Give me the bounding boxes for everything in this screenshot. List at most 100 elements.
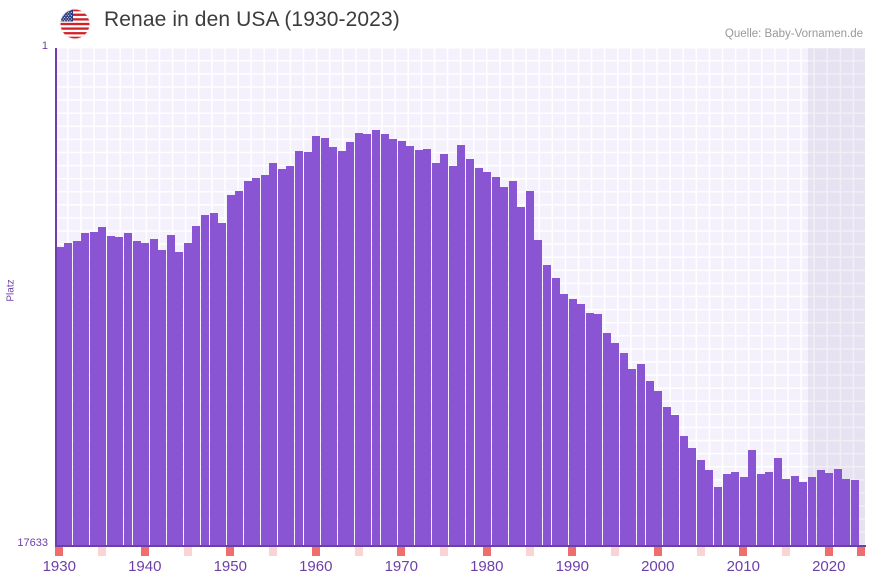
bar-1946[interactable] (192, 225, 201, 546)
bar-1969[interactable] (389, 139, 398, 546)
bar-1984[interactable] (517, 207, 526, 546)
bar-2014[interactable] (773, 457, 782, 546)
bar-1959[interactable] (303, 151, 312, 546)
x-minor-tick-2005 (696, 547, 705, 556)
bar-2011[interactable] (748, 450, 757, 546)
bar-2008[interactable] (722, 474, 731, 546)
bar-1951[interactable] (235, 190, 244, 546)
bar-1941[interactable] (149, 238, 158, 546)
bar-1945[interactable] (183, 242, 192, 546)
bar-1980[interactable] (483, 172, 492, 546)
bar-2010[interactable] (739, 477, 748, 546)
bar-1977[interactable] (457, 144, 466, 546)
bar-1962[interactable] (329, 146, 338, 546)
bar-2018[interactable] (808, 477, 816, 546)
bar-1949[interactable] (218, 222, 227, 546)
bar-1954[interactable] (260, 175, 269, 546)
bar-1938[interactable] (124, 233, 132, 546)
bar-1975[interactable] (440, 153, 449, 546)
y-axis-line (55, 48, 57, 547)
bar-1953[interactable] (252, 178, 261, 546)
bar-1947[interactable] (200, 214, 209, 546)
bar-1971[interactable] (406, 146, 415, 546)
bar-1993[interactable] (594, 314, 603, 546)
bar-1944[interactable] (175, 252, 184, 546)
bar-2001[interactable] (662, 406, 671, 546)
bar-1995[interactable] (611, 343, 620, 546)
bar-1958[interactable] (295, 151, 303, 546)
bar-2016[interactable] (790, 475, 799, 546)
bar-1994[interactable] (602, 333, 611, 546)
bar-2012[interactable] (756, 474, 765, 546)
bar-2006[interactable] (705, 470, 714, 546)
bar-1991[interactable] (577, 303, 586, 546)
bar-1986[interactable] (534, 240, 543, 546)
bar-1948[interactable] (209, 213, 218, 546)
bar-1996[interactable] (619, 353, 628, 546)
bar-1992[interactable] (585, 313, 594, 546)
bar-1978[interactable] (466, 158, 474, 546)
bar-1964[interactable] (346, 141, 355, 546)
bar-1955[interactable] (269, 162, 278, 546)
bar-1930[interactable] (55, 247, 64, 546)
bar-2021[interactable] (833, 468, 842, 546)
bar-1997[interactable] (628, 368, 637, 546)
bar-1982[interactable] (500, 187, 509, 546)
bar-2004[interactable] (688, 447, 697, 546)
bar-1983[interactable] (508, 180, 517, 546)
bar-1974[interactable] (431, 162, 440, 546)
bar-1972[interactable] (414, 149, 423, 546)
bar-1968[interactable] (380, 133, 389, 546)
bar-2003[interactable] (679, 436, 688, 546)
bar-1961[interactable] (320, 137, 329, 546)
bar-1970[interactable] (397, 141, 406, 546)
bar-1987[interactable] (542, 265, 551, 546)
bar-1976[interactable] (448, 166, 457, 546)
bar-2007[interactable] (713, 487, 722, 546)
bar-1979[interactable] (474, 168, 483, 546)
bar-2009[interactable] (731, 471, 740, 546)
bar-2023[interactable] (850, 480, 859, 546)
no-data-shaded-region (808, 48, 865, 546)
bar-2019[interactable] (816, 470, 825, 546)
bar-1967[interactable] (371, 129, 380, 546)
bar-1932[interactable] (72, 240, 81, 546)
bar-1990[interactable] (568, 299, 577, 546)
bar-2020[interactable] (825, 473, 834, 546)
bar-1957[interactable] (286, 166, 295, 546)
bar-1934[interactable] (89, 231, 98, 546)
bar-1950[interactable] (226, 194, 235, 546)
bar-1988[interactable] (551, 278, 560, 546)
bar-2002[interactable] (671, 415, 680, 546)
plot-area (55, 48, 865, 546)
bar-1939[interactable] (132, 240, 141, 546)
bar-1935[interactable] (98, 227, 107, 546)
bar-2000[interactable] (654, 391, 663, 546)
bar-1981[interactable] (491, 177, 500, 546)
bar-2005[interactable] (696, 460, 705, 546)
bar-2022[interactable] (842, 478, 851, 546)
bar-1998[interactable] (637, 364, 645, 546)
bar-1940[interactable] (141, 243, 150, 546)
bar-1973[interactable] (423, 149, 432, 546)
x-label-1980: 1980 (470, 558, 504, 575)
bar-2013[interactable] (765, 471, 774, 546)
bar-2015[interactable] (782, 478, 791, 546)
bar-1985[interactable] (525, 191, 534, 546)
bar-1966[interactable] (363, 134, 372, 546)
bar-1956[interactable] (277, 169, 286, 546)
bar-1963[interactable] (337, 150, 346, 546)
bar-1937[interactable] (115, 237, 124, 546)
bar-1965[interactable] (354, 132, 363, 546)
x-axis-ticks (0, 547, 873, 557)
bar-1942[interactable] (158, 249, 167, 546)
bar-1931[interactable] (64, 242, 73, 546)
bar-1933[interactable] (81, 232, 90, 546)
bar-1999[interactable] (645, 381, 654, 546)
bar-2017[interactable] (799, 481, 808, 546)
bar-1936[interactable] (106, 235, 115, 546)
bar-1989[interactable] (560, 293, 569, 546)
bar-1943[interactable] (166, 234, 175, 546)
bar-1952[interactable] (243, 180, 252, 546)
bar-1960[interactable] (312, 136, 321, 546)
